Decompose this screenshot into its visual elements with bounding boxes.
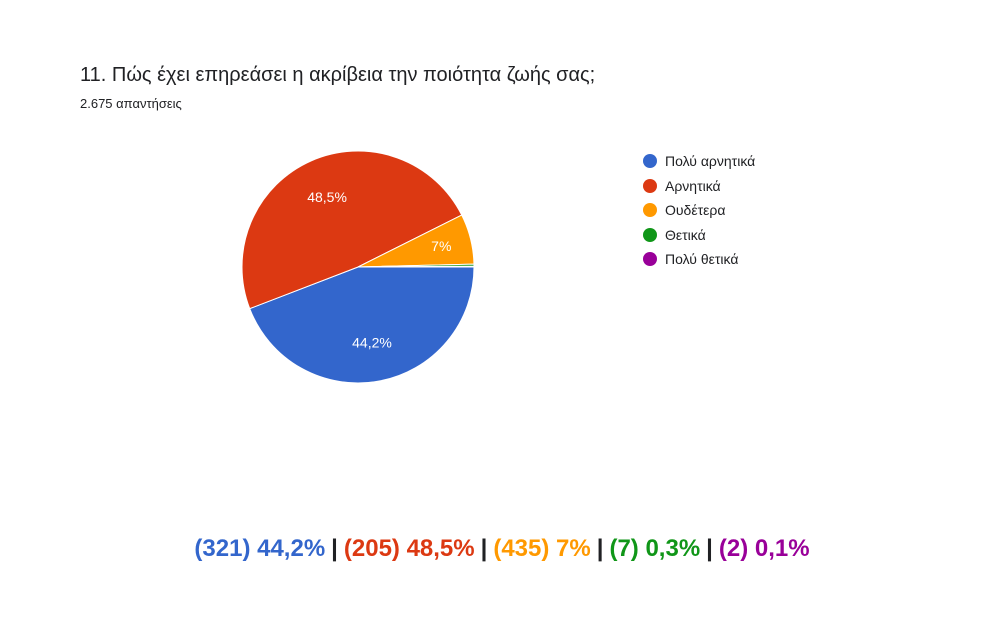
summary-item-1: (321) 44,2% bbox=[194, 535, 326, 562]
legend-label: Πολύ αρνητικά bbox=[665, 153, 756, 170]
legend-item-5[interactable]: Πολύ θετικά bbox=[643, 247, 755, 272]
chart-legend: Πολύ αρνητικά Αρνητικά Ουδέτερα Θετικά Πολύ … bbox=[643, 149, 755, 272]
summary-separator: | bbox=[331, 535, 338, 562]
legend-swatch bbox=[643, 154, 657, 169]
summary-separator: | bbox=[480, 535, 488, 562]
pie-slice-2[interactable] bbox=[241, 150, 463, 310]
summary-line: (321) 44,2% | (205) 48,5% | (435) 7% | (7) 0,3… bbox=[0, 535, 1004, 563]
legend-label: Θετικά bbox=[665, 226, 706, 243]
legend-item-3[interactable]: Ουδέτερα bbox=[643, 198, 755, 223]
legend-swatch bbox=[643, 203, 657, 218]
summary-item-5: (2) 0,1% bbox=[718, 535, 810, 562]
legend-item-1[interactable]: Πολύ αρνητικά bbox=[643, 149, 755, 174]
summary-separator: | bbox=[596, 535, 604, 562]
legend-swatch bbox=[643, 252, 657, 267]
slice-label-3: 7% bbox=[431, 238, 451, 254]
pie-slice-1[interactable] bbox=[249, 266, 475, 384]
legend-item-4[interactable]: Θετικά bbox=[643, 223, 755, 248]
slice-label-1: 44,2% bbox=[352, 334, 392, 350]
response-count: 2.675 απαντήσεις bbox=[80, 96, 182, 111]
legend-label: Αρνητικά bbox=[665, 177, 721, 194]
pie-slice-5[interactable] bbox=[357, 265, 475, 268]
summary-item-3: (435) 7% bbox=[493, 535, 591, 562]
summary-separator: | bbox=[706, 535, 713, 562]
summary-item-2: (205) 48,5% bbox=[343, 535, 475, 562]
legend-swatch bbox=[643, 178, 657, 193]
legend-label: Πολύ θετικά bbox=[665, 251, 739, 268]
legend-swatch bbox=[643, 227, 657, 242]
legend-item-2[interactable]: Αρνητικά bbox=[643, 174, 755, 199]
slice-label-2: 48,5% bbox=[307, 189, 347, 205]
summary-item-4: (7) 0,3% bbox=[609, 535, 701, 562]
chart-title: 11. Πώς έχει επηρεάσει η ακρίβεια την πο… bbox=[80, 64, 596, 86]
legend-label: Ουδέτερα bbox=[665, 202, 726, 219]
